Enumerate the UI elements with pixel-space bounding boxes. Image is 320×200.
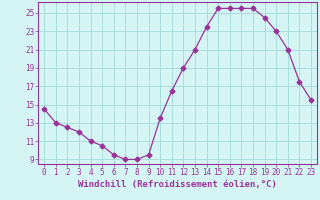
X-axis label: Windchill (Refroidissement éolien,°C): Windchill (Refroidissement éolien,°C) [78, 180, 277, 189]
